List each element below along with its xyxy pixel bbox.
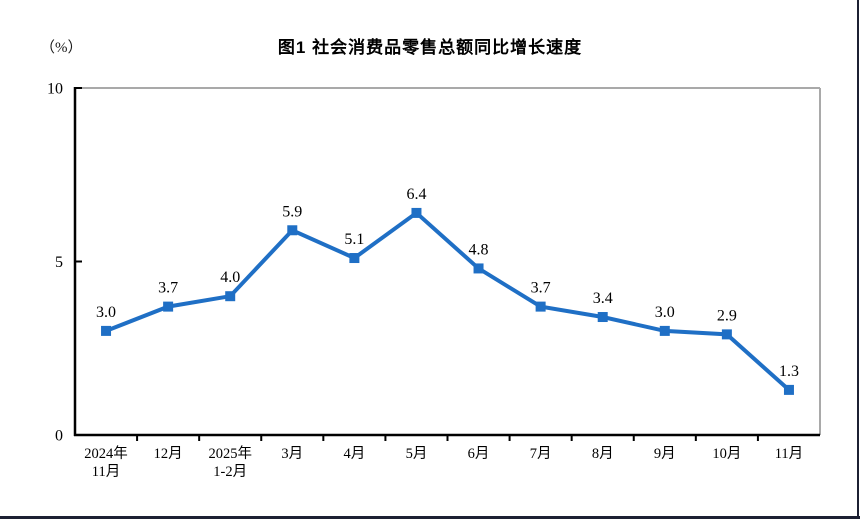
y-tick-label: 0 bbox=[55, 428, 63, 445]
data-point-label: 4.0 bbox=[220, 269, 240, 286]
x-category-label: 9月 bbox=[654, 446, 676, 462]
y-axis-unit-label: （%） bbox=[40, 40, 83, 56]
data-point-label: 4.8 bbox=[469, 241, 489, 258]
x-category-label: 3月 bbox=[281, 446, 303, 462]
x-category-label: 8月 bbox=[592, 446, 614, 462]
x-category-label: 4月 bbox=[344, 446, 366, 462]
data-point-label: 5.9 bbox=[282, 203, 302, 220]
data-point-marker bbox=[473, 263, 484, 274]
data-point-marker bbox=[349, 253, 360, 264]
x-category-label: 2025年 1-2月 bbox=[208, 445, 252, 480]
data-point-marker bbox=[225, 291, 236, 302]
data-point-label: 6.4 bbox=[406, 186, 426, 203]
data-point-marker bbox=[659, 325, 670, 336]
data-point-label: 2.9 bbox=[717, 307, 737, 324]
data-point-marker bbox=[101, 325, 112, 336]
x-category-label: 5月 bbox=[406, 446, 428, 462]
data-point-label: 3.7 bbox=[158, 280, 178, 297]
x-category-label: 2024年 11月 bbox=[84, 445, 128, 480]
data-point-marker bbox=[287, 225, 298, 236]
x-category-label: 11月 bbox=[775, 446, 803, 462]
data-point-label: 3.0 bbox=[655, 304, 675, 321]
data-point-label: 3.4 bbox=[593, 290, 613, 307]
data-point-marker bbox=[597, 312, 608, 323]
x-category-label: 12月 bbox=[154, 446, 183, 462]
x-category-label: 10月 bbox=[712, 446, 741, 462]
data-point-marker bbox=[411, 207, 422, 218]
page-bottom-border bbox=[0, 516, 860, 519]
page-right-border bbox=[857, 0, 859, 518]
data-point-marker bbox=[721, 329, 732, 340]
data-point-label: 5.1 bbox=[344, 231, 364, 248]
y-tick-label: 5 bbox=[55, 254, 63, 271]
x-category-label: 7月 bbox=[530, 446, 552, 462]
data-point-label: 3.0 bbox=[96, 304, 116, 321]
data-point-marker bbox=[535, 301, 546, 312]
data-point-label: 1.3 bbox=[779, 363, 799, 380]
data-point-marker bbox=[163, 301, 174, 312]
data-point-marker bbox=[783, 384, 794, 395]
series-line bbox=[105, 210, 791, 392]
chart-title: 图1 社会消费品零售总额同比增长速度 bbox=[277, 38, 583, 57]
data-point-label: 3.7 bbox=[531, 280, 551, 297]
x-category-label: 6月 bbox=[468, 446, 490, 462]
y-tick-label: 10 bbox=[47, 81, 63, 98]
